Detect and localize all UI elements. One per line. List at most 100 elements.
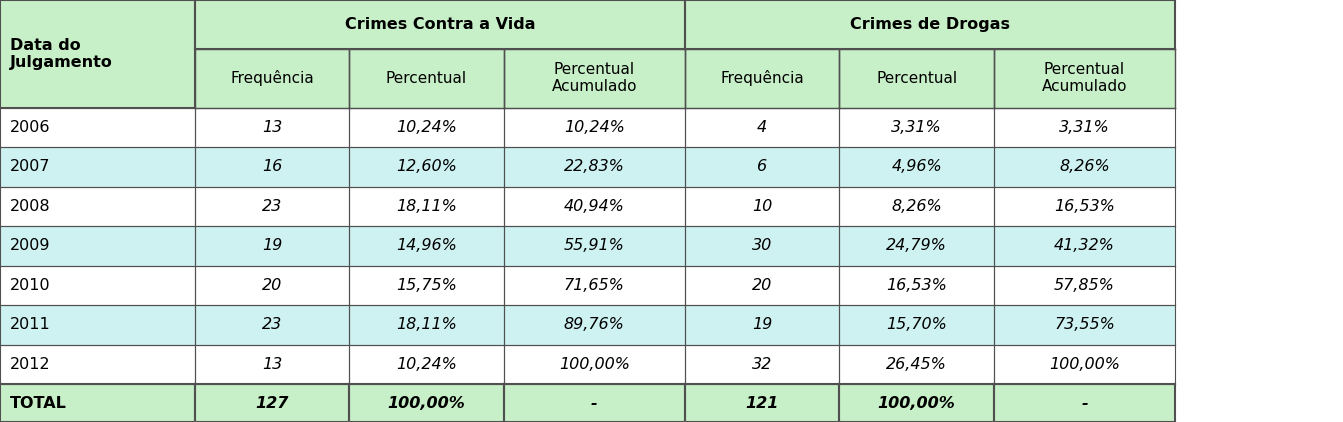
Text: Percentual: Percentual [876,70,958,86]
Bar [349,187,504,226]
Bar [0,187,195,226]
Bar [839,187,994,226]
Bar [349,147,504,187]
Bar [195,0,685,49]
Bar [839,226,994,265]
Bar [195,49,349,108]
Text: 22,83%: 22,83% [564,160,624,174]
Text: 8,26%: 8,26% [1060,160,1109,174]
Text: 127: 127 [255,395,289,411]
Text: 100,00%: 100,00% [559,357,630,372]
Text: 2012: 2012 [9,357,50,372]
Text: 2006: 2006 [9,120,50,135]
Text: 15,75%: 15,75% [396,278,457,293]
Text: Data do
Julgamento: Data do Julgamento [9,38,113,70]
Text: Frequência: Frequência [720,70,804,86]
Text: 16,53%: 16,53% [1054,199,1115,214]
Text: Crimes Contra a Vida: Crimes Contra a Vida [345,17,535,32]
Bar [839,265,994,305]
Text: 18,11%: 18,11% [396,317,457,332]
Bar [195,305,349,344]
Bar [685,265,839,305]
Bar [504,384,685,422]
Bar [195,108,349,147]
Bar [504,226,685,265]
Bar [994,187,1175,226]
Bar [994,384,1175,422]
Bar [685,147,839,187]
Text: 2007: 2007 [9,160,50,174]
Bar [685,108,839,147]
Text: 24,79%: 24,79% [886,238,947,253]
Bar [994,226,1175,265]
Text: Percentual: Percentual [385,70,467,86]
Bar [0,265,195,305]
Bar [195,344,349,384]
Bar [0,384,195,422]
Text: 13: 13 [262,357,282,372]
Text: 23: 23 [262,317,282,332]
Bar [504,265,685,305]
Text: Percentual
Acumulado: Percentual Acumulado [552,62,637,94]
Text: 6: 6 [757,160,767,174]
Text: 10,24%: 10,24% [396,120,457,135]
Text: 4: 4 [757,120,767,135]
Text: 19: 19 [262,238,282,253]
Bar [994,305,1175,344]
Bar [349,265,504,305]
Text: Crimes de Drogas: Crimes de Drogas [850,17,1010,32]
Text: 20: 20 [752,278,772,293]
Text: 30: 30 [752,238,772,253]
Bar [685,226,839,265]
Text: 40,94%: 40,94% [564,199,624,214]
Bar [349,108,504,147]
Bar [0,147,195,187]
Bar [994,147,1175,187]
Text: 100,00%: 100,00% [1049,357,1120,372]
Bar [349,344,504,384]
Bar [195,226,349,265]
Text: TOTAL: TOTAL [9,395,67,411]
Text: -: - [591,395,598,411]
Text: 2010: 2010 [9,278,50,293]
Text: 57,85%: 57,85% [1054,278,1115,293]
Bar [504,305,685,344]
Text: 8,26%: 8,26% [892,199,941,214]
Text: 26,45%: 26,45% [886,357,947,372]
Text: 73,55%: 73,55% [1054,317,1115,332]
Bar [504,108,685,147]
Text: 3,31%: 3,31% [1060,120,1109,135]
Text: 121: 121 [745,395,779,411]
Text: 55,91%: 55,91% [564,238,624,253]
Text: 15,70%: 15,70% [886,317,947,332]
Bar [839,108,994,147]
Text: Frequência: Frequência [230,70,314,86]
Bar [839,344,994,384]
Text: 12,60%: 12,60% [396,160,457,174]
Bar [504,147,685,187]
Bar [0,226,195,265]
Bar [685,384,839,422]
Bar [994,108,1175,147]
Bar [685,344,839,384]
Bar [349,226,504,265]
Text: 10,24%: 10,24% [564,120,624,135]
Bar [195,147,349,187]
Text: 2011: 2011 [9,317,51,332]
Bar [994,49,1175,108]
Text: 2009: 2009 [9,238,50,253]
Bar [504,344,685,384]
Bar [504,49,685,108]
Bar [685,305,839,344]
Text: 89,76%: 89,76% [564,317,624,332]
Text: 10: 10 [752,199,772,214]
Text: 2008: 2008 [9,199,50,214]
Text: 3,31%: 3,31% [892,120,941,135]
Bar [685,187,839,226]
Bar [839,384,994,422]
Text: 16,53%: 16,53% [886,278,947,293]
Bar [0,305,195,344]
Text: 32: 32 [752,357,772,372]
Bar [195,384,349,422]
Bar [0,344,195,384]
